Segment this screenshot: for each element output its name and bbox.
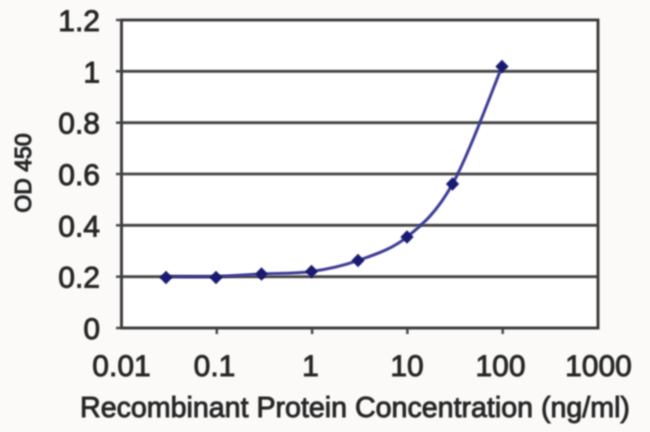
svg-text:0: 0 [83,313,100,346]
svg-text:10: 10 [390,350,423,383]
svg-text:1: 1 [302,350,319,383]
svg-text:100: 100 [475,350,525,383]
svg-text:0.01: 0.01 [92,350,150,383]
svg-text:1.2: 1.2 [58,5,100,38]
svg-text:0.1: 0.1 [194,350,236,383]
svg-text:Recombinant Protein Concentrat: Recombinant Protein Concentration (ng/ml… [80,392,630,424]
svg-text:OD 450: OD 450 [10,133,36,212]
svg-text:0.2: 0.2 [58,262,100,295]
svg-text:0.4: 0.4 [58,210,100,243]
svg-text:1000: 1000 [565,350,632,383]
svg-text:1: 1 [83,56,100,89]
svg-text:0.8: 0.8 [58,108,100,141]
svg-text:0.6: 0.6 [58,159,100,192]
